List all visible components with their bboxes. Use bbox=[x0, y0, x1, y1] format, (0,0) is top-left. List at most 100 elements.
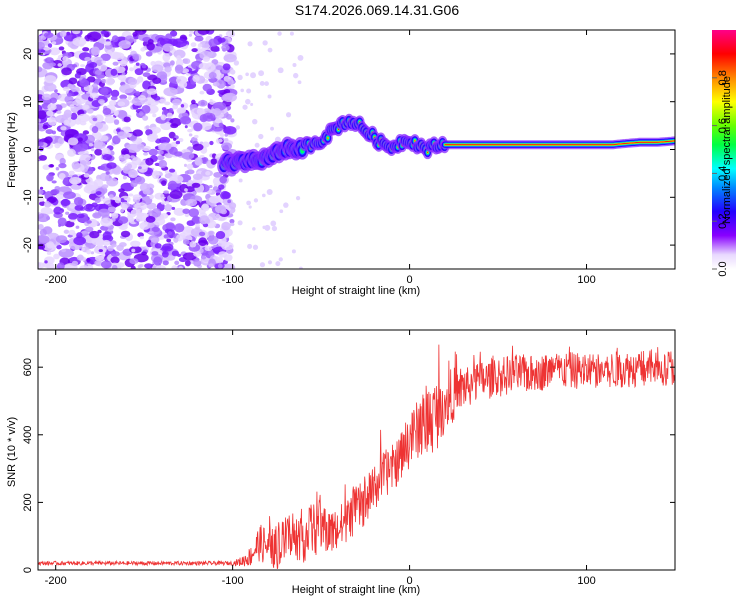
noise-blob bbox=[186, 163, 194, 170]
noise-blob bbox=[223, 126, 237, 135]
noise-blob bbox=[194, 35, 204, 42]
noise-speck bbox=[258, 133, 264, 140]
noise-blob bbox=[221, 191, 231, 200]
noise-blob bbox=[153, 95, 161, 101]
noise-blob bbox=[108, 100, 117, 106]
noise-blob bbox=[56, 110, 62, 114]
noise-blob bbox=[94, 197, 101, 204]
noise-blob bbox=[216, 70, 221, 74]
noise-speck bbox=[248, 205, 252, 209]
noise-blob bbox=[38, 110, 47, 120]
colorbar-ticks: 0.0 0.2 0.4 0.6 0.8 bbox=[712, 70, 729, 277]
noise-blob bbox=[146, 42, 155, 51]
noise-blob bbox=[160, 114, 167, 121]
noise-blob bbox=[154, 192, 165, 200]
noise-blob bbox=[61, 67, 72, 76]
noise-blob bbox=[145, 125, 150, 130]
noise-blob bbox=[190, 107, 204, 116]
noise-speck bbox=[230, 69, 236, 75]
noise-blob bbox=[184, 213, 190, 218]
noise-speck bbox=[245, 72, 249, 77]
noise-blob bbox=[183, 163, 188, 167]
noise-blob bbox=[91, 46, 100, 56]
noise-blob bbox=[197, 43, 203, 48]
noise-speck bbox=[264, 81, 269, 86]
noise-blob bbox=[150, 61, 156, 66]
noise-blob bbox=[173, 207, 186, 216]
noise-blob bbox=[58, 248, 74, 258]
noise-blob bbox=[79, 121, 87, 126]
noise-blob bbox=[170, 123, 179, 129]
noise-blob bbox=[73, 236, 87, 246]
noise-blob bbox=[68, 170, 75, 176]
noise-blob bbox=[100, 30, 108, 35]
noise-blob bbox=[99, 172, 110, 182]
noise-blob bbox=[64, 220, 75, 228]
noise-blob bbox=[178, 266, 184, 269]
noise-blob bbox=[72, 37, 87, 47]
noise-blob bbox=[96, 240, 104, 247]
noise-blob bbox=[39, 186, 44, 190]
noise-blob bbox=[134, 68, 144, 76]
noise-speck bbox=[293, 72, 299, 79]
noise-blob bbox=[110, 256, 120, 264]
noise-speck bbox=[242, 104, 248, 110]
noise-speck bbox=[261, 193, 266, 198]
noise-blob bbox=[107, 206, 116, 213]
noise-blob bbox=[170, 217, 176, 222]
noise-blob bbox=[67, 137, 79, 146]
noise-blob bbox=[38, 262, 45, 269]
noise-blob bbox=[187, 128, 193, 133]
noise-blob bbox=[97, 99, 105, 104]
noise-speck bbox=[295, 195, 301, 201]
noise-blob bbox=[46, 173, 54, 182]
noise-blob bbox=[77, 113, 91, 123]
noise-blob bbox=[207, 230, 215, 236]
noise-speck bbox=[267, 94, 272, 99]
noise-blob bbox=[221, 142, 233, 151]
noise-blob bbox=[142, 30, 146, 33]
noise-blob bbox=[152, 216, 166, 226]
noise-blob bbox=[165, 33, 173, 40]
noise-blob bbox=[38, 124, 43, 130]
noise-blob bbox=[86, 220, 92, 224]
noise-blob bbox=[208, 195, 221, 204]
noise-blob bbox=[215, 231, 226, 240]
noise-blob bbox=[82, 130, 90, 135]
noise-blob bbox=[171, 206, 176, 210]
snr-x-tick-label: -200 bbox=[45, 575, 67, 587]
noise-blob bbox=[222, 92, 238, 103]
noise-blob bbox=[214, 48, 220, 52]
noise-blob bbox=[74, 204, 84, 211]
spec-y-tick-label: 20 bbox=[22, 48, 34, 60]
noise-blob bbox=[132, 53, 140, 61]
noise-blob bbox=[59, 210, 63, 214]
noise-speck bbox=[259, 262, 266, 268]
noise-blob bbox=[38, 189, 44, 195]
noise-blob bbox=[63, 109, 72, 118]
noise-blob bbox=[68, 229, 76, 236]
noise-blob bbox=[101, 184, 109, 189]
noise-blob bbox=[151, 64, 164, 73]
noise-blob bbox=[175, 140, 181, 145]
noise-blob bbox=[50, 189, 60, 195]
noise-blob bbox=[62, 56, 69, 62]
noise-blob bbox=[63, 229, 70, 234]
noise-blob bbox=[73, 196, 84, 206]
noise-blob bbox=[83, 173, 90, 178]
noise-blob bbox=[117, 101, 126, 107]
noise-blob bbox=[47, 43, 53, 48]
noise-blob bbox=[59, 30, 67, 38]
noise-blob bbox=[117, 216, 129, 224]
noise-blob bbox=[164, 66, 172, 73]
noise-blob bbox=[159, 74, 168, 83]
noise-blob bbox=[211, 59, 219, 65]
noise-blob bbox=[66, 92, 73, 97]
noise-blob bbox=[141, 64, 147, 69]
noise-blob bbox=[41, 93, 52, 101]
noise-blob bbox=[38, 118, 41, 123]
noise-blob bbox=[68, 77, 78, 85]
noise-blob bbox=[149, 194, 154, 200]
noise-blob bbox=[47, 196, 57, 203]
noise-speck bbox=[235, 125, 241, 130]
